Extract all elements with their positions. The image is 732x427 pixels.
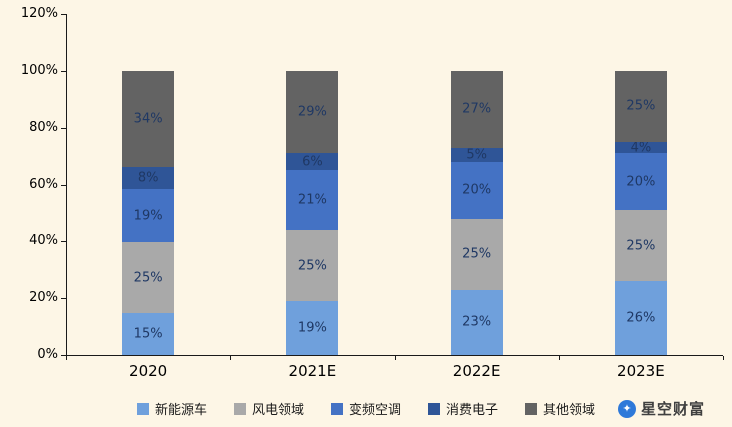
y-tick-mark [61,14,66,15]
legend-item: 风电领域 [233,399,304,418]
legend-swatch-icon [525,402,538,415]
y-axis-line [66,14,67,356]
legend-swatch-icon [233,402,246,415]
x-tick-mark [394,356,396,360]
bar-segment: 26% [614,281,667,355]
x-axis-line [66,355,723,356]
data-label: 34% [133,111,163,127]
y-tick-label: 40% [29,233,58,249]
stacked-bar: 23% 25% 20% 5% 27% [450,70,503,355]
bar-segment: 25% [614,210,667,282]
legend-swatch-icon [428,402,440,415]
data-label: 27% [462,101,492,117]
bar-segment: 15% [122,312,175,355]
y-tick-mark [61,241,66,243]
data-label: 19% [297,320,327,336]
x-axis-label: 2022E [452,362,501,380]
legend-label: 其他领域 [543,403,596,418]
bar-segment: 25% [450,218,503,290]
watermark: ✦ 星空财富 [614,396,708,421]
legend-label: 风电领域 [251,403,304,418]
data-label: 26% [626,310,656,326]
data-label: 21% [297,192,327,208]
bar-segment: 19% [122,189,175,243]
y-tick-label: 20% [29,290,58,306]
bar-segment: 34% [122,70,175,167]
y-tick-mark [61,184,66,186]
data-label: 20% [462,182,492,198]
legend-label: 消费电子 [446,403,499,418]
bar-segment: 8% [122,166,175,190]
bar-segment: 25% [286,229,339,302]
data-label: 25% [133,270,163,286]
data-label: 20% [626,174,656,190]
bar-segment: 4% [614,140,667,155]
data-label: 29% [297,104,327,120]
legend-item: 其他领域 [525,399,595,418]
x-tick-mark [230,356,232,360]
y-tick-label: 0% [37,347,58,362]
data-label: 8% [137,170,159,186]
y-tick-label: 100% [20,62,58,78]
data-label: 23% [462,314,492,330]
data-label: 6% [302,154,323,170]
data-label: 25% [626,238,656,254]
bar-segment: 21% [286,170,339,230]
x-tick-mark [723,356,724,360]
stacked-bar: 26% 25% 20% 4% 25% [614,70,667,355]
legend-item: 消费电子 [428,399,498,418]
data-label: 25% [297,258,327,273]
x-tick-mark [558,356,560,360]
legend-label: 变频空调 [348,403,401,418]
y-tick-label: 80% [29,119,58,135]
legend-label: 新能源车 [154,403,207,418]
data-label: 25% [626,98,656,114]
legend-swatch-icon [330,402,343,415]
legend: 新能源车 风电领域 变频空调 消费电子 其他领域 [0,399,732,418]
bar-segment: 6% [286,153,339,171]
y-tick-label: 120% [20,6,58,21]
y-tick-mark [61,298,66,300]
bar-segment: 20% [614,153,667,211]
bar-segment: 5% [450,147,503,162]
legend-item: 变频空调 [330,399,401,418]
y-tick-mark [61,355,66,356]
y-tick-mark [61,127,66,129]
stacked-bar: 15% 25% 19% 8% 34% [122,70,175,355]
data-label: 25% [462,246,492,262]
bar-segment: 23% [450,289,503,355]
bar-segment: 29% [286,70,339,154]
bar-segment: 19% [286,301,339,355]
bar-segment: 25% [122,242,175,313]
y-tick-label: 60% [29,176,58,192]
data-label: 19% [133,208,163,224]
star-logo-icon: ✦ [617,399,636,418]
watermark-text: 星空财富 [640,400,705,418]
legend-item: 新能源车 [136,399,207,418]
x-tick-mark [66,356,67,360]
x-axis-label: 2023E [617,362,665,380]
x-axis-label: 2021E [288,362,337,380]
bar-segment: 20% [450,161,503,219]
data-label: 5% [466,147,487,163]
data-label: 15% [133,326,163,342]
bar-segment: 27% [450,70,503,148]
y-tick-mark [61,70,66,72]
data-label: 4% [630,140,652,156]
x-axis-label: 2020 [129,362,168,380]
bar-segment: 25% [614,70,667,142]
stacked-bar: 19% 25% 21% 6% 29% [286,70,339,355]
legend-swatch-icon [136,402,149,415]
